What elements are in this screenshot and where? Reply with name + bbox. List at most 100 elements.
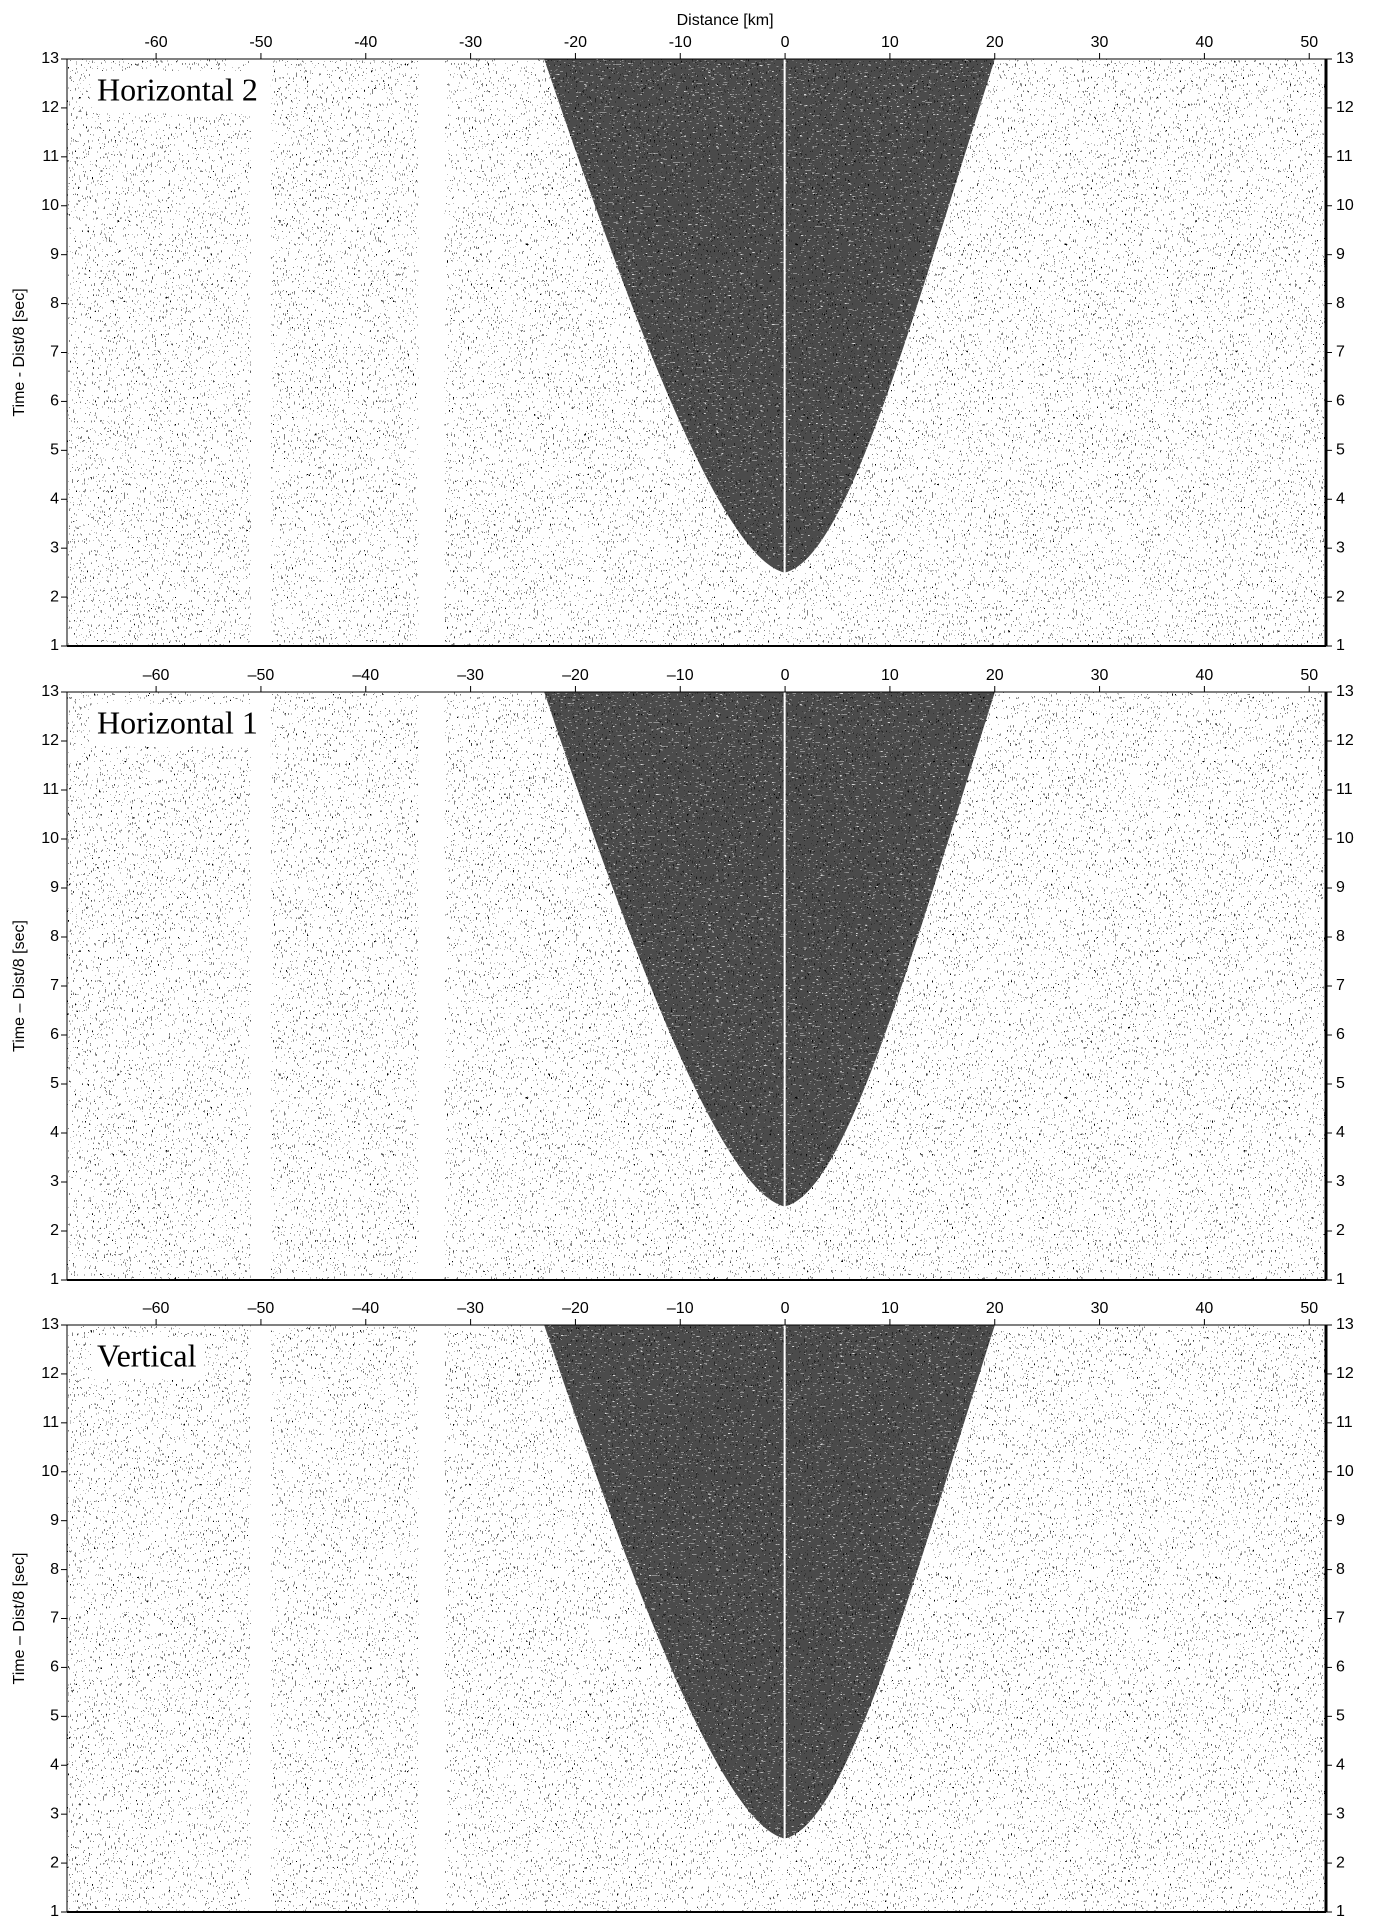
y-tick-label-right: 1 [1336,1903,1345,1920]
x-tick-label: 30 [1091,1300,1109,1317]
x-tick-label: –40 [352,1300,379,1317]
y-tick-label: 7 [50,344,59,361]
panel-label: Vertical [97,1337,197,1373]
x-tick-label: –20 [562,667,589,684]
x-tick-label: –60 [143,1300,170,1317]
y-tick-label-right: 7 [1336,1610,1345,1627]
x-tick-label: –10 [667,1300,694,1317]
y-tick-label: 12 [41,732,59,749]
y-tick-label-right: 11 [1336,781,1353,798]
x-axis-label: Distance [km] [677,12,774,29]
y-tick-label: 2 [50,1222,59,1239]
panel: -60 -50 -40 -30 -20 -10 0 10 20 30 40 501 12 23 34 45 56… [11,12,1354,654]
y-tick-label: 4 [50,1756,59,1773]
y-tick-label: 6 [50,1659,59,1676]
x-tick-label: -50 [249,34,272,51]
x-tick-label: –50 [248,667,275,684]
x-tick-label: 50 [1300,667,1318,684]
y-tick-label-right: 5 [1336,1075,1345,1092]
panel-label: Horizontal 1 [97,704,258,740]
y-tick-label-right: 13 [1336,50,1354,67]
y-tick-label-right: 2 [1336,1222,1345,1239]
panel-label: Horizontal 2 [97,71,258,107]
y-axis-label: Time – Dist/8 [sec] [11,920,28,1052]
y-tick-label-right: 8 [1336,295,1345,312]
y-tick-label: 13 [41,1316,59,1333]
y-tick-label: 13 [41,50,59,67]
x-tick-label: -10 [669,34,692,51]
y-tick-label-right: 7 [1336,344,1345,361]
data-gap [418,1325,445,1912]
x-tick-label: –30 [457,667,484,684]
data-gap [418,692,445,1280]
x-tick-label: –20 [562,1300,589,1317]
y-tick-label: 5 [50,1708,59,1725]
y-tick-label-right: 13 [1336,683,1354,700]
y-tick-label-right: 13 [1336,1316,1354,1333]
y-tick-label-right: 12 [1336,732,1354,749]
x-tick-label: 30 [1091,667,1109,684]
y-tick-label: 4 [50,1124,59,1141]
x-tick-label: 50 [1300,1300,1318,1317]
panel-label-bg [92,704,265,746]
x-tick-label: –10 [667,667,694,684]
y-tick-label: 4 [50,490,59,507]
y-tick-label: 1 [50,637,59,654]
y-tick-label-right: 3 [1336,1173,1345,1190]
y-tick-label-right: 8 [1336,1561,1345,1578]
y-tick-label-right: 1 [1336,1271,1345,1288]
y-tick-label: 3 [50,539,59,556]
y-tick-label: 1 [50,1271,59,1288]
y-tick-label: 10 [41,1463,59,1480]
y-tick-label-right: 11 [1336,148,1353,165]
y-tick-label: 1 [50,1903,59,1920]
data-gap [250,59,271,646]
y-tick-label: 8 [50,1561,59,1578]
y-tick-label-right: 10 [1336,197,1354,214]
y-tick-label-right: 2 [1336,1854,1345,1871]
x-tick-label: 40 [1195,34,1213,51]
x-tick-label: 0 [781,667,790,684]
x-tick-label: 20 [986,1300,1004,1317]
y-tick-label-right: 8 [1336,928,1345,945]
y-tick-label-right: 12 [1336,1365,1354,1382]
x-tick-label: 30 [1091,34,1109,51]
x-tick-label: -30 [459,34,482,51]
x-tick-label: -40 [354,34,377,51]
y-tick-label: 9 [50,879,59,896]
panel: –60 –50 –40 –30 –20 –10 0 10 20 30 40 501 12 23 34 45 56… [11,667,1354,1288]
y-tick-label-right: 5 [1336,442,1345,459]
y-tick-label: 11 [42,781,59,798]
y-tick-label: 12 [41,99,59,116]
x-tick-label: –40 [352,667,379,684]
y-tick-label-right: 9 [1336,1512,1345,1529]
y-tick-label: 6 [50,1026,59,1043]
y-tick-label: 3 [50,1805,59,1822]
x-tick-label: 50 [1300,34,1318,51]
y-axis-label: Time – Dist/8 [sec] [11,1553,28,1685]
y-tick-label: 11 [42,1414,59,1431]
y-tick-label-right: 5 [1336,1708,1345,1725]
y-tick-label: 8 [50,295,59,312]
y-tick-label-right: 9 [1336,246,1345,263]
y-tick-label: 12 [41,1365,59,1382]
y-tick-label-right: 3 [1336,539,1345,556]
y-tick-label-right: 12 [1336,99,1354,116]
y-tick-label: 11 [42,148,59,165]
y-tick-label-right: 4 [1336,1124,1345,1141]
y-tick-label-right: 2 [1336,588,1345,605]
y-tick-label: 10 [41,830,59,847]
y-tick-label-right: 10 [1336,830,1354,847]
data-gap [418,59,445,646]
y-tick-label: 3 [50,1173,59,1190]
panel-label-bg [92,1337,204,1379]
y-tick-label-right: 4 [1336,490,1345,507]
x-tick-label: 0 [781,34,790,51]
y-tick-label-right: 10 [1336,1463,1354,1480]
y-tick-label: 10 [41,197,59,214]
x-tick-label: -20 [564,34,587,51]
data-gap [250,1325,271,1912]
y-tick-label-right: 3 [1336,1805,1345,1822]
y-tick-label-right: 7 [1336,977,1345,994]
